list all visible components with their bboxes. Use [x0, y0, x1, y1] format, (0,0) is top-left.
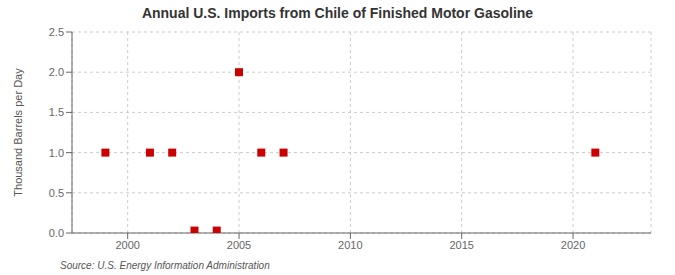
- svg-text:2015: 2015: [449, 239, 473, 251]
- svg-text:1.5: 1.5: [49, 106, 64, 118]
- svg-text:2000: 2000: [115, 239, 139, 251]
- svg-text:0.5: 0.5: [49, 187, 64, 199]
- svg-text:2.0: 2.0: [49, 66, 64, 78]
- svg-text:2020: 2020: [561, 239, 585, 251]
- svg-text:1.0: 1.0: [49, 147, 64, 159]
- svg-text:2005: 2005: [227, 239, 251, 251]
- html-text:Source: U.S. Energy Informatio: Source: U.S. Energy Information Administ…: [60, 260, 270, 271]
- svg-text:0.0: 0.0: [49, 227, 64, 239]
- svg-text:Thousand Barrels per Day: Thousand Barrels per Day: [12, 68, 24, 197]
- svg-text:2010: 2010: [338, 239, 362, 251]
- html-text:Annual U.S. Imports from Chile: Annual U.S. Imports from Chile of Finish…: [141, 5, 534, 21]
- svg-text:2.5: 2.5: [49, 26, 64, 38]
